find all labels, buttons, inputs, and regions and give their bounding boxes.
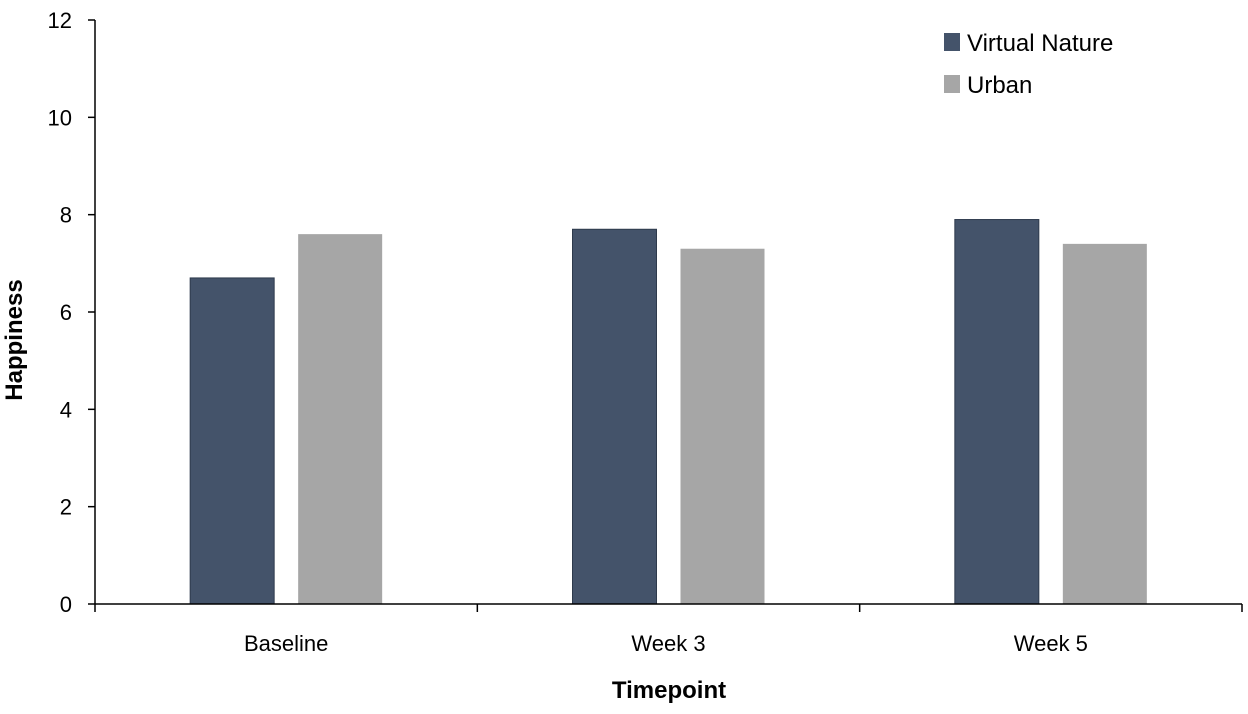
bar-urban xyxy=(1062,243,1147,604)
y-ticks-group: 0 2 4 6 8 10 12 xyxy=(48,8,95,617)
bar-virtual-nature xyxy=(189,277,275,605)
legend: Virtual Nature Urban xyxy=(944,30,1113,99)
x-tick-label: Week 3 xyxy=(631,631,705,656)
legend-swatch xyxy=(944,75,960,93)
y-tick-label: 2 xyxy=(60,495,72,520)
legend-swatch xyxy=(944,33,960,51)
x-axis-title: Timepoint xyxy=(612,677,726,704)
legend-label: Urban xyxy=(967,72,1032,99)
y-tick-label: 6 xyxy=(60,300,72,325)
bar-urban xyxy=(298,234,383,604)
legend-label: Virtual Nature xyxy=(967,30,1113,57)
bars-group xyxy=(189,219,1147,605)
x-ticks-group: Baseline Week 3 Week 5 xyxy=(94,604,1243,656)
bar-virtual-nature xyxy=(572,228,657,605)
y-tick-label: 10 xyxy=(48,105,72,130)
x-tick-label: Baseline xyxy=(244,631,328,656)
bar-virtual-nature xyxy=(954,219,1040,605)
y-tick-label: 0 xyxy=(60,592,72,617)
y-tick-label: 4 xyxy=(60,397,72,422)
bar-urban xyxy=(680,248,765,604)
y-axis-title: Happiness xyxy=(1,279,28,400)
x-tick-label: Week 5 xyxy=(1014,631,1088,656)
y-tick-label: 8 xyxy=(60,203,72,228)
y-tick-label: 12 xyxy=(48,8,72,33)
